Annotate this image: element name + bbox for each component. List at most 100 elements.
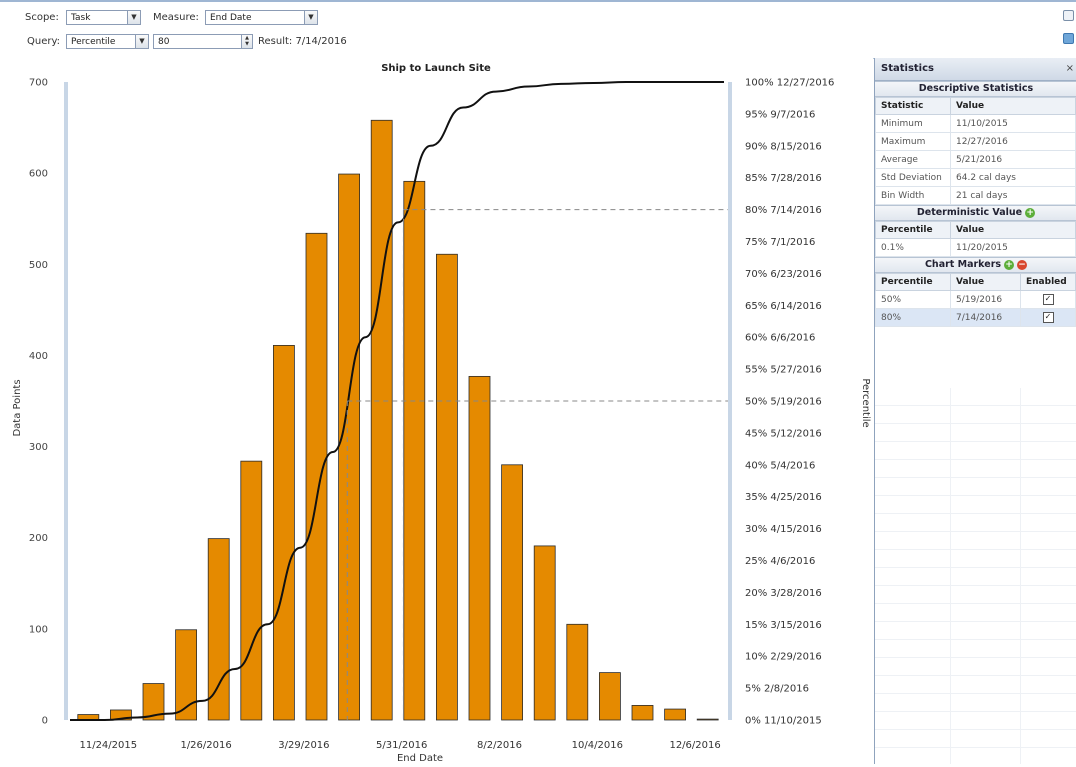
query-label: Query:	[27, 36, 61, 47]
y-tick-label: 200	[29, 533, 48, 544]
measure-select[interactable]: End Date ▼	[205, 10, 318, 25]
column-header[interactable]: Value	[950, 273, 1021, 291]
x-tick-label: 5/31/2016	[376, 740, 427, 751]
table-row[interactable]: 80% 7/14/2016 ✓	[875, 308, 1076, 327]
close-icon[interactable]: ×	[1065, 63, 1074, 74]
add-icon[interactable]: +	[1025, 207, 1036, 218]
cumulative-line	[70, 81, 724, 721]
percentile-tick-label: 70% 6/23/2016	[745, 269, 822, 280]
percentile-tick-label: 55% 5/27/2016	[745, 365, 822, 376]
plot-layer: 0 100 200 300 400 500 600 700 11/24/2015 1/26/201…	[29, 78, 835, 752]
histogram-bar	[142, 683, 165, 721]
enabled-checkbox[interactable]: ✓	[1042, 294, 1054, 305]
table-row[interactable]: 0.1% 11/20/2015	[875, 238, 1076, 257]
stat-name: Minimum	[875, 114, 951, 133]
scope-value: Task	[71, 13, 91, 23]
x-tick-label: 10/4/2016	[572, 740, 623, 751]
percentile-tick-label: 35% 4/25/2016	[745, 492, 822, 503]
column-header[interactable]: Statistic	[875, 97, 951, 115]
histogram-bar	[435, 253, 458, 721]
remove-icon[interactable]: −	[1017, 259, 1028, 270]
histogram-bar	[468, 375, 491, 721]
percentile-tick-label: 100% 12/27/2016	[745, 78, 834, 89]
descriptive-statistics-header: Descriptive Statistics	[875, 81, 1076, 97]
histogram-bar	[338, 173, 361, 721]
add-icon[interactable]: +	[1004, 259, 1015, 270]
marker-enabled-cell: ✓	[1020, 290, 1076, 309]
percentile-tick-label: 50% 5/19/2016	[745, 397, 822, 408]
histogram-bar	[305, 232, 328, 721]
info-icon[interactable]	[1063, 33, 1074, 44]
y-tick-label: 500	[29, 260, 48, 271]
percentile-tick-label: 15% 3/15/2016	[745, 620, 822, 631]
percentile-tick-label: 80% 7/14/2016	[745, 205, 822, 216]
marker-percentile: 80%	[875, 308, 951, 327]
x-tick-label: 11/24/2015	[79, 740, 137, 751]
spinner-icon[interactable]: ▲ ▼	[241, 35, 252, 48]
marker-enabled-cell: ✓	[1020, 308, 1076, 327]
measure-label: Measure:	[153, 12, 199, 23]
panel-title: Statistics	[881, 63, 934, 74]
chart-area: Ship to Launch Site 0 100 200 300 400 500 600 7…	[0, 58, 873, 764]
chevron-down-icon: ▼	[304, 11, 317, 24]
table-row: Maximum 12/27/2016	[875, 132, 1076, 151]
y-tick-label: 600	[29, 169, 48, 180]
histogram-bar	[207, 538, 230, 721]
table-row: Bin Width 21 cal days	[875, 186, 1076, 205]
column-header[interactable]: Value	[950, 221, 1076, 239]
deterministic-value-title: Deterministic Value	[916, 207, 1023, 218]
chevron-down-icon: ▼	[127, 11, 140, 24]
stat-value: 5/21/2016	[950, 150, 1076, 169]
empty-grid-rows	[875, 388, 1076, 764]
stat-name: Maximum	[875, 132, 951, 151]
column-header[interactable]: Value	[950, 97, 1076, 115]
enabled-checkbox[interactable]: ✓	[1042, 312, 1054, 323]
deterministic-value-table: Percentile Value 0.1% 11/20/2015	[875, 221, 1076, 257]
scope-select[interactable]: Task ▼	[66, 10, 141, 25]
y-tick-label: 300	[29, 442, 48, 453]
scope-label: Scope:	[25, 12, 59, 23]
window-frame-edge	[0, 0, 1076, 2]
statistics-panel: Statistics × Descriptive Statistics Stat…	[874, 58, 1076, 764]
det-percentile: 0.1%	[875, 238, 951, 257]
stat-value: 21 cal days	[950, 186, 1076, 205]
percentile-input[interactable]: 80 ▲ ▼	[153, 34, 253, 49]
y-tick-label: 400	[29, 351, 48, 362]
percentile-tick-label: 40% 5/4/2016	[745, 460, 815, 471]
histogram-bar	[110, 709, 132, 721]
histogram-bar	[533, 545, 556, 721]
search-icon[interactable]	[1063, 10, 1074, 21]
chevron-down-icon: ▼	[135, 35, 148, 48]
percentile-tick-label: 90% 8/15/2016	[745, 141, 822, 152]
stat-value: 12/27/2016	[950, 132, 1076, 151]
query-value: Percentile	[71, 37, 116, 47]
column-header[interactable]: Percentile	[875, 221, 951, 239]
percentile-tick-label: 95% 9/7/2016	[745, 109, 815, 120]
table-row[interactable]: 50% 5/19/2016 ✓	[875, 290, 1076, 309]
panel-header: Statistics ×	[875, 58, 1076, 81]
stat-value: 64.2 cal days	[950, 168, 1076, 187]
percentile-tick-label: 25% 4/6/2016	[745, 556, 815, 567]
histogram-bar	[403, 180, 426, 721]
table-row: Average 5/21/2016	[875, 150, 1076, 169]
grid-column-divider	[950, 388, 951, 764]
histogram-bar	[240, 460, 263, 721]
y-tick-label: 0	[42, 716, 48, 727]
histogram-bar	[272, 345, 295, 721]
percentile-axis-title: Percentile	[860, 378, 871, 427]
table-row: Std Deviation 64.2 cal days	[875, 168, 1076, 187]
chart-markers-title: Chart Markers	[924, 259, 1002, 270]
x-tick-label: 8/2/2016	[477, 740, 522, 751]
result-text: Result: 7/14/2016	[258, 36, 347, 47]
histogram-bar	[631, 705, 654, 721]
percentile-tick-label: 60% 6/6/2016	[745, 333, 815, 344]
grid-column-divider	[1020, 388, 1021, 764]
query-select[interactable]: Percentile ▼	[66, 34, 149, 49]
x-tick-label: 1/26/2016	[180, 740, 231, 751]
percentile-tick-label: 85% 7/28/2016	[745, 173, 822, 184]
percentile-tick-label: 20% 3/28/2016	[745, 588, 822, 599]
column-header[interactable]: Enabled	[1020, 273, 1076, 291]
marker-value: 5/19/2016	[950, 290, 1021, 309]
percentile-tick-label: 65% 6/14/2016	[745, 301, 822, 312]
column-header[interactable]: Percentile	[875, 273, 951, 291]
